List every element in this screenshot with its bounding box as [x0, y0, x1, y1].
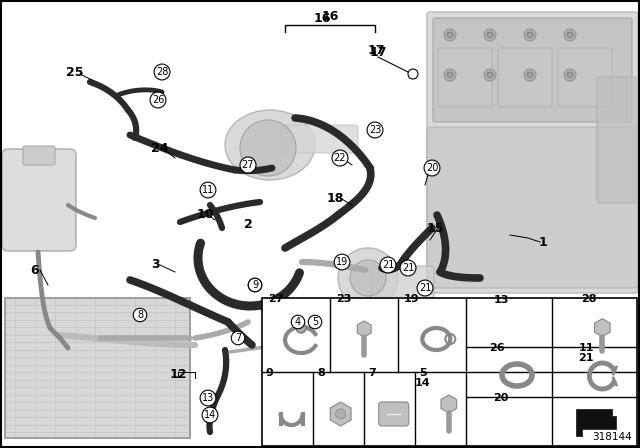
FancyBboxPatch shape: [438, 48, 492, 107]
Text: 21: 21: [402, 263, 414, 273]
FancyBboxPatch shape: [371, 266, 434, 314]
Bar: [5, 298, 190, 438]
Text: 23: 23: [369, 125, 381, 135]
Text: 27: 27: [268, 294, 284, 304]
Circle shape: [444, 69, 456, 81]
Text: 26: 26: [152, 95, 164, 105]
Text: 17: 17: [367, 43, 385, 56]
Text: 9: 9: [252, 280, 258, 290]
Circle shape: [444, 29, 456, 41]
Text: 318144: 318144: [592, 432, 632, 442]
Text: 20: 20: [493, 392, 509, 403]
Text: 8: 8: [137, 310, 143, 320]
Circle shape: [447, 32, 453, 38]
Text: 20: 20: [426, 163, 438, 173]
Text: 17: 17: [369, 46, 387, 59]
Circle shape: [564, 69, 576, 81]
Circle shape: [487, 32, 493, 38]
Text: 19: 19: [336, 257, 348, 267]
Text: 18: 18: [326, 191, 344, 204]
FancyBboxPatch shape: [498, 48, 552, 107]
FancyBboxPatch shape: [558, 48, 612, 107]
Text: 22: 22: [333, 153, 346, 163]
Text: 28: 28: [156, 67, 168, 77]
Circle shape: [524, 29, 536, 41]
Text: 12: 12: [169, 369, 187, 382]
Text: 11: 11: [579, 343, 594, 353]
Text: 11: 11: [202, 185, 214, 195]
Text: 9: 9: [266, 368, 274, 378]
FancyBboxPatch shape: [433, 18, 632, 122]
Circle shape: [338, 248, 398, 308]
Text: 8: 8: [317, 368, 324, 378]
Text: 5: 5: [312, 317, 318, 327]
Polygon shape: [577, 409, 616, 436]
Text: 15: 15: [426, 221, 444, 234]
Bar: [5, 298, 190, 438]
Circle shape: [350, 260, 386, 296]
Text: 21: 21: [579, 353, 594, 363]
FancyBboxPatch shape: [379, 402, 409, 426]
Circle shape: [296, 323, 306, 333]
Text: 14: 14: [204, 410, 216, 420]
Circle shape: [567, 32, 573, 38]
Text: 14: 14: [415, 378, 431, 388]
Text: 7: 7: [368, 368, 376, 378]
Text: 25: 25: [67, 65, 84, 78]
Text: 21: 21: [382, 260, 394, 270]
Text: 1: 1: [539, 237, 547, 250]
Bar: [262, 298, 637, 446]
FancyBboxPatch shape: [597, 77, 640, 203]
Circle shape: [567, 72, 573, 78]
Text: 13: 13: [493, 295, 509, 305]
Circle shape: [484, 29, 496, 41]
Text: 6: 6: [31, 263, 39, 276]
FancyBboxPatch shape: [282, 125, 358, 153]
FancyBboxPatch shape: [427, 127, 638, 288]
Text: 23: 23: [336, 294, 351, 304]
Text: 5: 5: [419, 368, 427, 378]
FancyBboxPatch shape: [2, 149, 76, 251]
Text: 9: 9: [252, 280, 258, 290]
Text: 10: 10: [196, 208, 214, 221]
Text: 4: 4: [295, 317, 301, 327]
Text: 21: 21: [419, 283, 431, 293]
Circle shape: [564, 29, 576, 41]
Text: 13: 13: [202, 393, 214, 403]
Text: 19: 19: [404, 294, 420, 304]
Circle shape: [408, 69, 418, 79]
Circle shape: [447, 72, 453, 78]
Circle shape: [527, 32, 533, 38]
Circle shape: [240, 120, 296, 176]
Circle shape: [524, 69, 536, 81]
Text: 7: 7: [235, 333, 241, 343]
FancyBboxPatch shape: [427, 12, 638, 293]
Text: 27: 27: [242, 160, 254, 170]
Text: 2: 2: [244, 219, 252, 232]
Text: 28: 28: [582, 294, 597, 304]
Text: 24: 24: [151, 142, 169, 155]
Text: 26: 26: [489, 343, 505, 353]
FancyBboxPatch shape: [23, 146, 55, 165]
Ellipse shape: [225, 110, 315, 180]
Circle shape: [487, 72, 493, 78]
Text: 3: 3: [150, 258, 159, 271]
Text: 16: 16: [314, 12, 331, 25]
Text: 16: 16: [321, 9, 339, 22]
Circle shape: [484, 69, 496, 81]
Circle shape: [335, 409, 346, 419]
Circle shape: [527, 72, 533, 78]
